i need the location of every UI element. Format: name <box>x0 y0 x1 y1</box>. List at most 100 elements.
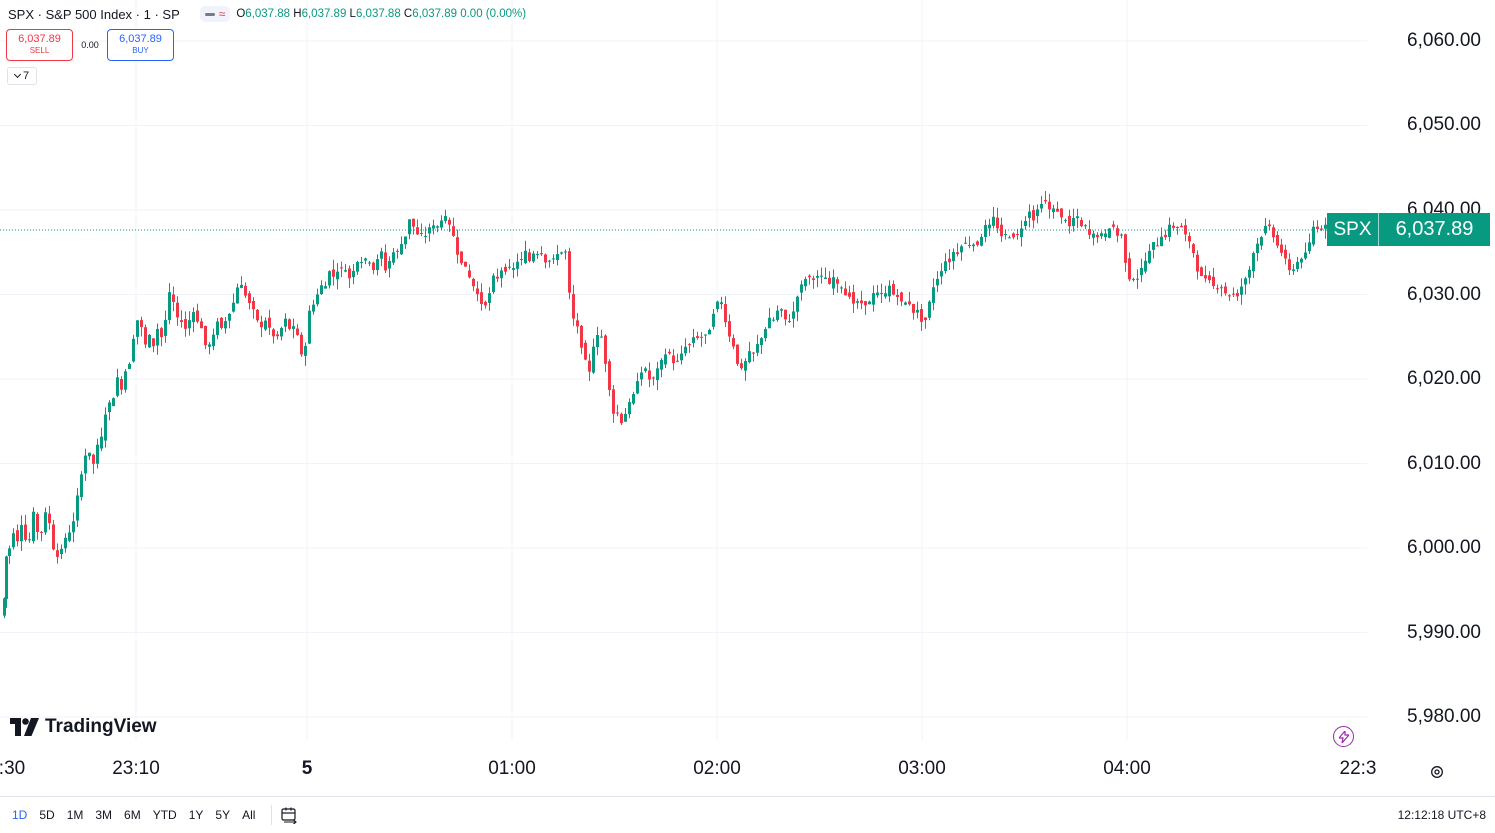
candle-body <box>480 292 483 304</box>
candle-body <box>476 288 479 295</box>
candle-body <box>828 277 831 284</box>
candle-body <box>856 301 859 303</box>
market-status-pill[interactable]: ≈ <box>199 6 231 22</box>
candle-body <box>696 336 699 338</box>
candle-body <box>1224 286 1227 294</box>
range-5d[interactable]: 5D <box>39 808 55 822</box>
candle-body <box>1232 293 1235 295</box>
lightning-icon[interactable] <box>1333 726 1354 747</box>
time-axis-label: 23:10 <box>112 758 160 779</box>
candle-body <box>1144 260 1147 272</box>
candle-body <box>1316 226 1319 229</box>
candle-body <box>668 351 671 354</box>
candle-body <box>1256 243 1259 253</box>
candle-body <box>88 452 91 457</box>
candle-body <box>540 253 543 255</box>
candle-body <box>104 414 107 441</box>
candle-body <box>492 275 495 293</box>
price-axis-label: 6,050.00 <box>1407 114 1481 135</box>
range-5y[interactable]: 5Y <box>215 808 231 822</box>
candle-body <box>92 454 95 464</box>
candle-body <box>916 309 919 313</box>
candle-body <box>656 368 659 381</box>
candle-body <box>112 398 115 407</box>
candle-body <box>296 328 299 335</box>
candle-body <box>1312 226 1315 245</box>
candle-body <box>736 344 739 364</box>
range-3m[interactable]: 3M <box>95 808 113 822</box>
candle-body <box>488 293 491 303</box>
range-all[interactable]: All <box>242 808 256 822</box>
symbol-title[interactable]: SPX · S&P 500 Index · 1 · SP <box>8 6 180 22</box>
candle-body <box>1252 253 1255 272</box>
gear-icon[interactable] <box>1428 763 1446 781</box>
candle-body <box>732 338 735 347</box>
last-price-tag: SPX 6,037.89 <box>1327 213 1490 246</box>
tradingview-logo[interactable]: TradingView <box>10 716 157 738</box>
candle-body <box>464 261 467 267</box>
candle-body <box>324 286 327 289</box>
candle-body <box>448 219 451 225</box>
candle-body <box>120 379 123 390</box>
candle-body <box>1028 211 1031 219</box>
candle-body <box>216 321 219 336</box>
candle-body <box>1320 228 1323 230</box>
time-axis-label: 5 <box>301 758 313 779</box>
candle-body <box>368 262 371 264</box>
candle-body <box>96 444 99 464</box>
candle-body <box>516 261 519 269</box>
candle-body <box>532 253 535 262</box>
indicators-collapse-button[interactable]: 7 <box>7 67 37 85</box>
candle-body <box>596 335 599 348</box>
candle-body <box>152 338 155 347</box>
candle-body <box>40 531 43 533</box>
time-axis[interactable]: :30 23:10 5 01:00 02:00 03:00 04:00 22:3 <box>0 740 1376 796</box>
utc-clock[interactable]: 12:12:18 UTC+8 <box>1397 808 1486 822</box>
price-axis-label: 6,030.00 <box>1407 284 1481 305</box>
candle-body <box>680 353 683 361</box>
toolbar-divider <box>271 805 273 825</box>
candle-body <box>36 513 39 532</box>
range-1d[interactable]: 1D <box>12 808 28 822</box>
candle-body <box>820 275 823 277</box>
buy-button[interactable]: 6,037.89 BUY <box>107 29 174 61</box>
candle-body <box>1180 225 1183 228</box>
candle-body <box>720 302 723 305</box>
candle-body <box>836 279 839 284</box>
candle-body <box>124 371 127 390</box>
range-6m[interactable]: 6M <box>124 808 141 822</box>
candle-body <box>692 337 695 344</box>
range-ytd[interactable]: YTD <box>152 808 177 822</box>
candle-body <box>312 304 315 312</box>
tradingview-logo-icon <box>10 718 39 736</box>
candle-body <box>1044 200 1047 202</box>
calendar-range-icon[interactable] <box>280 806 298 824</box>
candle-body <box>1128 258 1131 280</box>
candle-body <box>772 319 775 321</box>
candle-body <box>984 225 987 237</box>
candle-body <box>1032 210 1035 221</box>
candle-body <box>976 241 979 245</box>
candle-body <box>184 319 187 329</box>
dash-icon <box>204 12 215 16</box>
candle-body <box>1112 224 1115 227</box>
candle-body <box>824 277 827 279</box>
candle-body <box>16 530 19 542</box>
candle-body <box>396 250 399 252</box>
range-1m[interactable]: 1M <box>66 808 84 822</box>
candle-body <box>880 292 883 294</box>
candle-body <box>520 259 523 261</box>
candle-body <box>752 352 755 354</box>
time-axis-label: :30 <box>0 758 26 779</box>
candle-body <box>580 325 583 348</box>
candle-body <box>360 261 363 263</box>
sell-button[interactable]: 6,037.89 SELL <box>6 29 73 61</box>
range-1y[interactable]: 1Y <box>188 808 204 822</box>
candle-body <box>1160 236 1163 247</box>
candle-body <box>1164 234 1167 238</box>
price-axis[interactable]: 6,060.00 6,050.00 6,040.00 6,030.00 6,02… <box>1368 0 1495 740</box>
candle-body <box>944 261 947 271</box>
candle-body <box>264 320 267 330</box>
candle-body <box>1280 244 1283 253</box>
